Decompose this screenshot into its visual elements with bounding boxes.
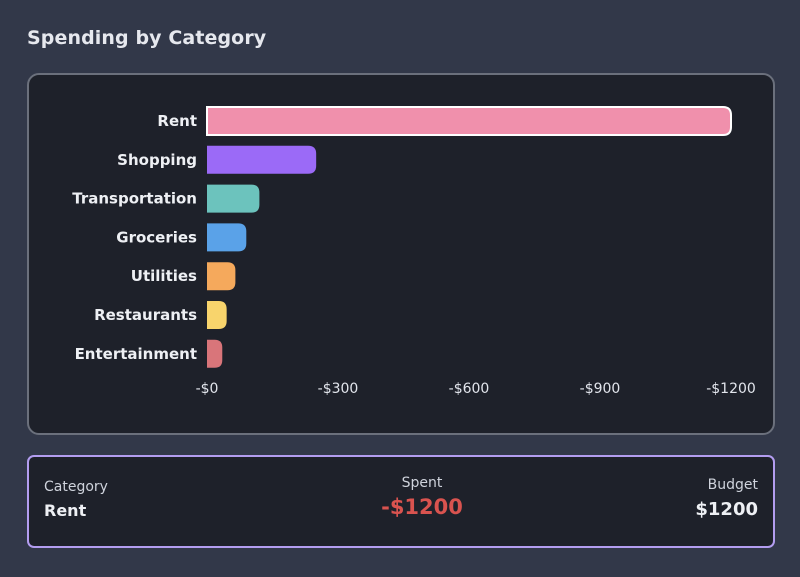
budget-label: Budget — [707, 477, 758, 493]
bar-utilities[interactable] — [207, 262, 236, 291]
bar-shopping[interactable] — [207, 145, 317, 174]
category-column: Category Rent — [44, 479, 108, 520]
x-tick-label: -$900 — [580, 381, 621, 397]
page-title: Spending by Category — [27, 27, 267, 49]
chart-card: Rent Shopping Transportation Groceries Utili… — [27, 73, 775, 435]
x-tick-label: -$0 — [196, 381, 219, 397]
category-detail-card: Category Rent Spent -$1200 Budget $1200 — [27, 455, 775, 548]
spent-column: Spent -$1200 — [329, 475, 515, 519]
category-label: Category — [44, 479, 108, 495]
category-label-restaurants: Restaurants — [94, 306, 197, 324]
bar-rent[interactable] — [206, 106, 732, 136]
budget-value: $1200 — [695, 499, 758, 520]
category-label-shopping: Shopping — [117, 151, 197, 169]
bar-transportation[interactable] — [207, 184, 260, 213]
spending-bar-chart: Rent Shopping Transportation Groceries Utili… — [72, 106, 756, 397]
spent-label: Spent — [401, 475, 443, 491]
category-value: Rent — [44, 501, 87, 520]
bar-entertainment[interactable] — [207, 339, 223, 368]
x-tick-label: -$1200 — [706, 381, 756, 397]
category-label-entertainment: Entertainment — [75, 345, 197, 363]
bar-groceries[interactable] — [207, 223, 247, 252]
budget-column: Budget $1200 — [695, 477, 758, 520]
x-tick-label: -$300 — [318, 381, 359, 397]
x-tick-label: -$600 — [449, 381, 490, 397]
category-label-utilities: Utilities — [131, 267, 197, 285]
category-label-groceries: Groceries — [116, 228, 197, 246]
bar-restaurants[interactable] — [207, 301, 227, 329]
spent-value: -$1200 — [381, 495, 463, 519]
category-label-transportation: Transportation — [72, 190, 197, 208]
category-label-rent: Rent — [157, 112, 197, 130]
